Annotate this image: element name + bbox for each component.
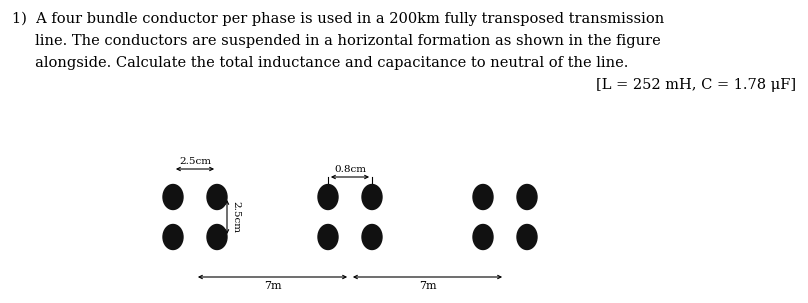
Ellipse shape <box>473 225 493 249</box>
Text: 0.8cm: 0.8cm <box>334 165 366 174</box>
Ellipse shape <box>207 185 227 209</box>
Text: 2.5cm: 2.5cm <box>231 201 240 233</box>
Ellipse shape <box>318 225 338 249</box>
Ellipse shape <box>362 185 382 209</box>
Text: 7m: 7m <box>263 281 281 291</box>
Text: line. The conductors are suspended in a horizontal formation as shown in the fig: line. The conductors are suspended in a … <box>12 34 661 48</box>
Ellipse shape <box>163 185 183 209</box>
Ellipse shape <box>207 225 227 249</box>
Ellipse shape <box>163 225 183 249</box>
Text: alongside. Calculate the total inductance and capacitance to neutral of the line: alongside. Calculate the total inductanc… <box>12 56 629 70</box>
Ellipse shape <box>517 225 537 249</box>
Ellipse shape <box>473 185 493 209</box>
Text: 7m: 7m <box>419 281 436 291</box>
Ellipse shape <box>517 185 537 209</box>
Text: 2.5cm: 2.5cm <box>179 157 211 166</box>
Text: 1)  A four bundle conductor per phase is used in a 200km fully transposed transm: 1) A four bundle conductor per phase is … <box>12 12 664 26</box>
Ellipse shape <box>362 225 382 249</box>
Ellipse shape <box>318 185 338 209</box>
Text: [L = 252 mH, C = 1.78 μF]: [L = 252 mH, C = 1.78 μF] <box>595 78 796 92</box>
